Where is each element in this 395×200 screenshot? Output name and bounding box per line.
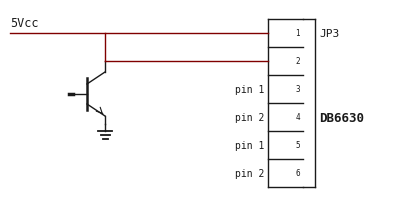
Text: pin 1: pin 1 [235, 85, 264, 95]
Text: pin 1: pin 1 [235, 140, 264, 150]
Text: 5: 5 [295, 141, 300, 150]
Text: pin 2: pin 2 [235, 168, 264, 178]
Text: pin 2: pin 2 [235, 112, 264, 122]
Text: 1: 1 [295, 29, 300, 38]
Text: DB6630: DB6630 [319, 112, 364, 125]
Text: 2: 2 [295, 57, 300, 66]
Text: 6: 6 [295, 169, 300, 178]
Text: 5Vcc: 5Vcc [10, 17, 38, 30]
Text: JP3: JP3 [319, 29, 339, 39]
Text: 4: 4 [295, 113, 300, 122]
Text: 3: 3 [295, 85, 300, 94]
